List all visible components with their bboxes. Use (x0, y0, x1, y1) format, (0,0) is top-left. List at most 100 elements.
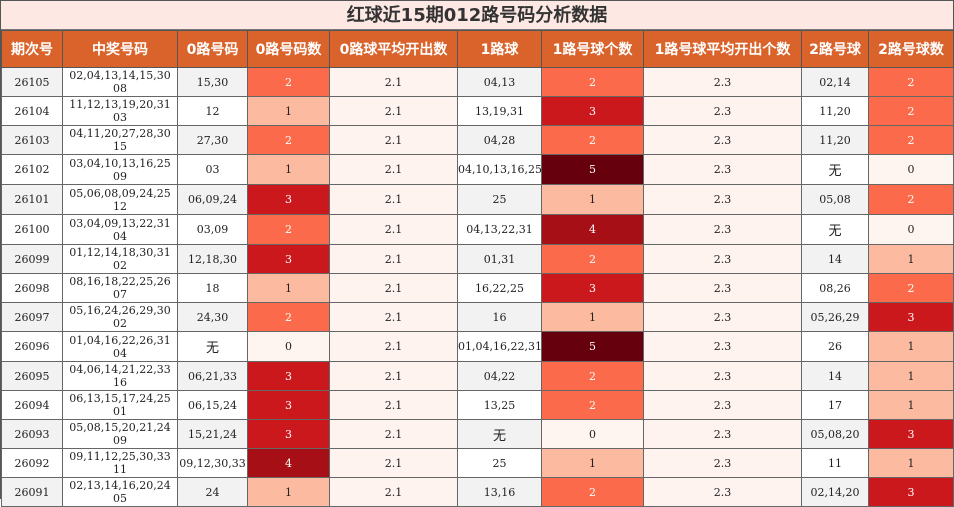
header-route1-count: 1路号球个数 (541, 30, 644, 68)
route0-numbers-cell: 12,18,30 (177, 244, 248, 274)
route1-average-cell: 2.3 (643, 214, 802, 245)
route0-average-cell: 2.1 (329, 244, 458, 274)
period-cell: 26101 (1, 184, 63, 215)
route1-count-cell: 5 (541, 331, 644, 362)
route1-numbers-cell: 04,22 (457, 361, 542, 391)
route2-numbers-cell: 14 (801, 361, 869, 391)
route0-numbers-cell: 12 (177, 96, 248, 126)
table-row: 26100 03,04,09,13,22,31 04 03,09 2 2.1 04,13,… (1, 214, 954, 245)
route0-numbers-cell: 27,30 (177, 125, 248, 155)
period-cell: 26092 (1, 448, 63, 478)
route0-count-cell: 2 (247, 302, 330, 332)
winning-numbers-cell: 05,06,08,09,24,25 12 (62, 184, 178, 215)
period-cell: 26097 (1, 302, 63, 332)
route1-numbers-cell: 13,25 (457, 390, 542, 420)
header-period: 期次号 (1, 30, 63, 68)
route0-count-cell: 0 (247, 331, 330, 362)
route2-numbers-cell: 02,14 (801, 67, 869, 97)
route1-average-cell: 2.3 (643, 302, 802, 332)
route0-numbers-cell: 24 (177, 477, 248, 507)
route1-numbers-cell: 13,19,31 (457, 96, 542, 126)
period-cell: 26096 (1, 331, 63, 362)
route2-numbers-cell: 11 (801, 448, 869, 478)
route2-numbers-cell: 26 (801, 331, 869, 362)
winning-numbers-cell: 08,16,18,22,25,26 07 (62, 273, 178, 303)
route0-average-cell: 2.1 (329, 448, 458, 478)
route0-count-cell: 4 (247, 448, 330, 478)
winning-numbers-cell: 09,11,12,25,30,33 11 (62, 448, 178, 478)
route1-average-cell: 2.3 (643, 96, 802, 126)
winning-numbers-cell: 11,12,13,19,20,31 03 (62, 96, 178, 126)
route1-average-cell: 2.3 (643, 331, 802, 362)
route2-count-cell: 1 (868, 361, 954, 391)
route0-numbers-cell: 24,30 (177, 302, 248, 332)
route0-average-cell: 2.1 (329, 96, 458, 126)
route0-numbers-cell: 无 (177, 331, 248, 362)
period-cell: 26103 (1, 125, 63, 155)
route0-count-cell: 3 (247, 361, 330, 391)
route1-numbers-cell: 16,22,25 (457, 273, 542, 303)
route2-count-cell: 0 (868, 214, 954, 245)
route1-numbers-cell: 16 (457, 302, 542, 332)
header-route1-average: 1路号球平均开出个数 (643, 30, 802, 68)
route0-count-cell: 2 (247, 214, 330, 245)
route2-numbers-cell: 11,20 (801, 96, 869, 126)
winning-numbers-cell: 05,08,15,20,21,24 09 (62, 419, 178, 449)
route2-numbers-cell: 05,08,20 (801, 419, 869, 449)
route0-average-cell: 2.1 (329, 154, 458, 185)
table-row: 26091 02,13,14,16,20,24 05 24 1 2.1 13,16 2 2.3… (1, 477, 954, 507)
route2-numbers-cell: 无 (801, 214, 869, 245)
route2-count-cell: 2 (868, 273, 954, 303)
route2-numbers-cell: 02,14,20 (801, 477, 869, 507)
winning-numbers-cell: 02,04,13,14,15,30 08 (62, 67, 178, 97)
table-row: 26104 11,12,13,19,20,31 03 12 1 2.1 13,19,31 3… (1, 96, 954, 126)
route1-count-cell: 1 (541, 184, 644, 215)
route2-count-cell: 2 (868, 96, 954, 126)
route1-count-cell: 5 (541, 154, 644, 185)
route1-numbers-cell: 25 (457, 184, 542, 215)
route1-numbers-cell: 04,28 (457, 125, 542, 155)
route1-count-cell: 1 (541, 448, 644, 478)
table-row: 26093 05,08,15,20,21,24 09 15,21,24 3 2.1 无 0 2… (1, 419, 954, 449)
route0-numbers-cell: 15,21,24 (177, 419, 248, 449)
route0-average-cell: 2.1 (329, 331, 458, 362)
table-row: 26102 03,04,10,13,16,25 09 03 1 2.1 04,10,13,… (1, 154, 954, 185)
route2-count-cell: 2 (868, 184, 954, 215)
route1-count-cell: 4 (541, 214, 644, 245)
route1-numbers-cell: 01,04,16,22,31 (457, 331, 542, 362)
route0-numbers-cell: 06,09,24 (177, 184, 248, 215)
route0-average-cell: 2.1 (329, 390, 458, 420)
route1-average-cell: 2.3 (643, 390, 802, 420)
period-cell: 26098 (1, 273, 63, 303)
route0-count-cell: 1 (247, 477, 330, 507)
route1-count-cell: 2 (541, 125, 644, 155)
route0-count-cell: 3 (247, 390, 330, 420)
route1-count-cell: 2 (541, 390, 644, 420)
route1-count-cell: 3 (541, 273, 644, 303)
route0-average-cell: 2.1 (329, 477, 458, 507)
table-row: 26097 05,16,24,26,29,30 02 24,30 2 2.1 16 1 2.3… (1, 302, 954, 332)
route2-count-cell: 2 (868, 125, 954, 155)
table-row: 26098 08,16,18,22,25,26 07 18 1 2.1 16,22,25 3… (1, 273, 954, 303)
route1-count-cell: 2 (541, 361, 644, 391)
route0-average-cell: 2.1 (329, 361, 458, 391)
table-row: 26105 02,04,13,14,15,30 08 15,30 2 2.1 04,13 2… (1, 67, 954, 97)
route0-average-cell: 2.1 (329, 125, 458, 155)
route1-average-cell: 2.3 (643, 154, 802, 185)
route2-count-cell: 2 (868, 67, 954, 97)
page-title: 红球近15期012路号码分析数据 (1, 1, 953, 30)
route1-count-cell: 0 (541, 419, 644, 449)
route1-count-cell: 2 (541, 244, 644, 274)
header-route1-numbers: 1路球 (457, 30, 542, 68)
route2-count-cell: 3 (868, 477, 954, 507)
header-route0-average: 0路球平均开出数 (329, 30, 458, 68)
route1-average-cell: 2.3 (643, 273, 802, 303)
route1-count-cell: 2 (541, 67, 644, 97)
route0-numbers-cell: 06,15,24 (177, 390, 248, 420)
route0-count-cell: 3 (247, 419, 330, 449)
winning-numbers-cell: 02,13,14,16,20,24 05 (62, 477, 178, 507)
route2-count-cell: 1 (868, 448, 954, 478)
route2-numbers-cell: 05,08 (801, 184, 869, 215)
winning-numbers-cell: 04,06,14,21,22,33 16 (62, 361, 178, 391)
header-route0-count: 0路号码数 (247, 30, 330, 68)
